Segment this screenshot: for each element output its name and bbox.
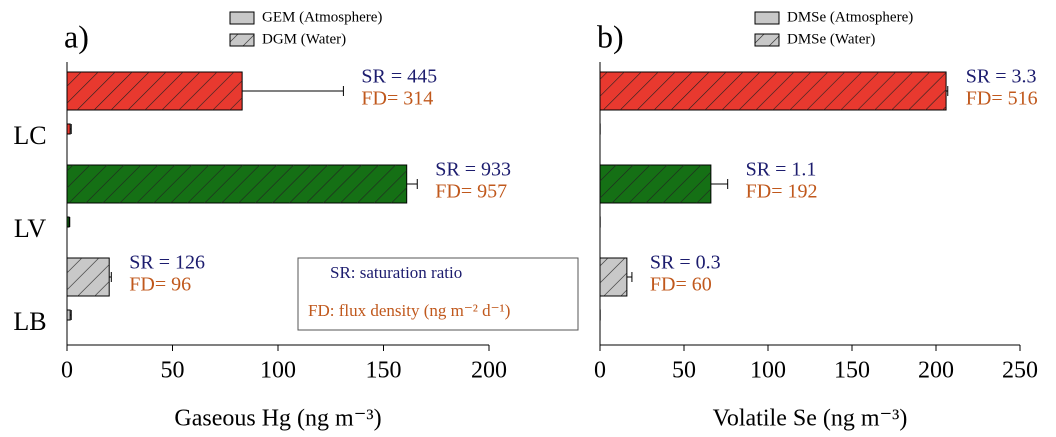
bar <box>66 216 70 228</box>
x-tick-label: 150 <box>834 358 870 384</box>
error-bar <box>946 86 949 96</box>
fd-annotation: FD= 96 <box>129 274 191 296</box>
legend-label: GEM (Atmosphere) <box>262 9 382 25</box>
x-tick-label: 0 <box>61 358 73 384</box>
x-tick-label: 0 <box>594 358 606 384</box>
x-tick-label: 150 <box>366 358 402 384</box>
x-axis-title: Gaseous Hg (ng m⁻³) <box>174 406 381 432</box>
sr-annotation: SR = 3.3 <box>966 66 1037 88</box>
x-tick-label: 50 <box>161 358 185 384</box>
bar-hatch <box>67 165 407 203</box>
sr-annotation: SR = 933 <box>435 159 511 181</box>
x-tick-label: 100 <box>750 358 786 384</box>
legend-hatch <box>754 33 780 47</box>
bar-hatch <box>67 258 110 296</box>
x-tick-label: 50 <box>672 358 696 384</box>
x-tick-label: 250 <box>1002 358 1038 384</box>
sr-annotation: SR = 445 <box>361 66 437 88</box>
error-bar <box>70 310 72 320</box>
legend-hatch <box>229 33 255 47</box>
fd-annotation: FD= 60 <box>650 274 712 296</box>
legend-label: DMSe (Atmosphere) <box>787 9 913 25</box>
error-bar <box>109 272 112 282</box>
note-box <box>297 257 579 331</box>
category-label: LB <box>13 307 46 336</box>
legend-label: DMSe (Water) <box>787 31 875 47</box>
fd-annotation: FD= 957 <box>435 181 507 203</box>
sr-annotation: SR = 1.1 <box>746 159 817 181</box>
sr-annotation: SR = 0.3 <box>650 252 721 274</box>
bar-hatch <box>600 258 627 296</box>
error-bar <box>710 179 729 189</box>
bar-hatch <box>600 72 947 110</box>
sr-annotation: SR = 126 <box>129 252 205 274</box>
error-bar <box>69 217 71 227</box>
category-label: LC <box>13 121 46 150</box>
category-label: LV <box>14 214 46 243</box>
bar <box>66 123 71 135</box>
note-sr: SR: saturation ratio <box>330 263 462 282</box>
error-bar <box>242 86 344 96</box>
x-tick-label: 200 <box>471 358 507 384</box>
error-bar <box>626 272 633 282</box>
fd-annotation: FD= 314 <box>361 88 433 110</box>
legend-swatch <box>229 11 255 25</box>
panel-label: b) <box>597 18 624 54</box>
x-tick-label: 100 <box>260 358 296 384</box>
x-tick-label: 200 <box>918 358 954 384</box>
bar <box>66 309 71 321</box>
bar-hatch <box>67 72 243 110</box>
panel-label: a) <box>64 18 89 54</box>
legend-label: DGM (Water) <box>262 31 346 47</box>
error-bar <box>70 124 72 134</box>
fd-annotation: FD= 192 <box>746 181 818 203</box>
error-bar <box>406 179 418 189</box>
legend-swatch <box>754 11 780 25</box>
bar-hatch <box>600 165 711 203</box>
fd-annotation: FD= 516 <box>966 88 1038 110</box>
x-axis-title: Volatile Se (ng m⁻³) <box>713 406 908 432</box>
note-fd: FD: flux density (ng m⁻² d⁻¹) <box>308 301 510 320</box>
